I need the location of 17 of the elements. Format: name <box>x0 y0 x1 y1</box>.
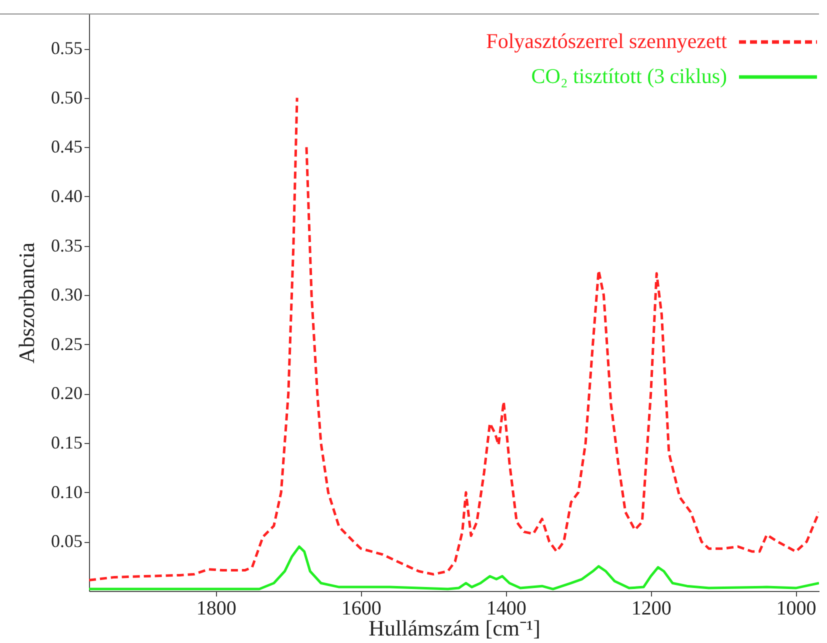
y-axis-title: Abszorbancia <box>14 242 39 364</box>
y-tick-label: 0.25 <box>51 334 82 354</box>
y-tick-label: 0.50 <box>51 87 82 108</box>
x-tick-label: 1200 <box>631 598 672 620</box>
y-tick-label: 0.35 <box>51 235 82 256</box>
y-tick-label: 0.30 <box>51 284 82 305</box>
legend-label: CO₂ tisztított (3 ciklus) <box>531 64 727 88</box>
y-tick-label: 0.55 <box>51 38 82 58</box>
legend-label: Folyasztószerrel szennyezett <box>486 29 728 53</box>
y-tick-label: 0.20 <box>51 383 82 404</box>
y-tick-label: 0.10 <box>51 482 82 502</box>
x-tick-label: 1800 <box>196 598 236 620</box>
y-tick-label: 0.15 <box>51 432 82 453</box>
x-tick-label: 1000 <box>776 598 816 620</box>
y-tick-label: 0.45 <box>51 136 82 157</box>
y-tick-label: 0.05 <box>51 531 82 552</box>
y-tick-label: 0.40 <box>51 186 82 206</box>
